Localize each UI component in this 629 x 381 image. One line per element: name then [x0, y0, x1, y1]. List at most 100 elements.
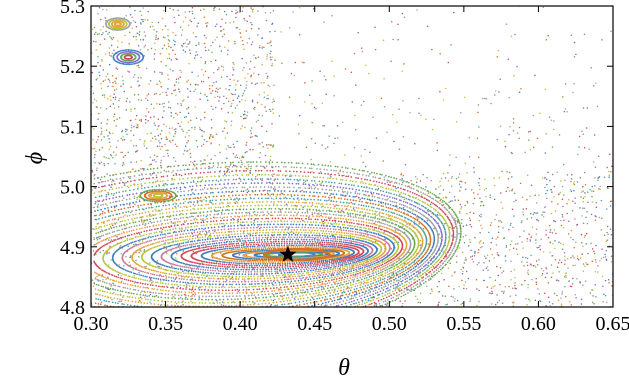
point [604, 234, 606, 236]
point [120, 245, 122, 247]
point [194, 262, 196, 264]
point [156, 31, 158, 33]
point [175, 95, 177, 97]
point [365, 292, 367, 294]
point [259, 152, 261, 154]
point [314, 246, 316, 248]
point [107, 135, 109, 137]
point [289, 261, 291, 263]
point [224, 46, 226, 48]
point [232, 74, 234, 76]
point [294, 262, 296, 264]
point [194, 126, 196, 128]
point [511, 190, 513, 192]
point [397, 39, 399, 41]
point [564, 256, 566, 258]
point [310, 261, 312, 263]
point [536, 260, 538, 262]
point [183, 49, 185, 51]
point [547, 35, 549, 37]
point [244, 248, 246, 250]
point [140, 301, 142, 303]
point [101, 128, 103, 130]
point [246, 20, 248, 22]
point [103, 26, 105, 28]
point [546, 178, 548, 180]
point [218, 265, 220, 267]
point [189, 11, 191, 13]
point [254, 267, 256, 269]
point [456, 178, 458, 180]
point [168, 155, 170, 157]
point [325, 247, 327, 249]
point [404, 300, 406, 302]
point [560, 180, 562, 182]
point [463, 236, 465, 238]
point [442, 295, 444, 297]
point [155, 36, 157, 38]
point [398, 108, 400, 110]
point [435, 196, 437, 198]
point [139, 139, 141, 141]
point [565, 108, 567, 110]
point [562, 186, 564, 188]
point [247, 164, 249, 166]
point [339, 259, 341, 261]
point [238, 245, 240, 247]
point [181, 175, 183, 177]
point [203, 229, 205, 231]
point [167, 29, 169, 31]
point [264, 265, 266, 267]
point [128, 43, 130, 45]
point [253, 244, 255, 246]
point [100, 19, 102, 21]
point [376, 137, 378, 139]
point [248, 244, 250, 246]
point [109, 36, 111, 38]
point [581, 191, 583, 193]
point [219, 45, 221, 47]
point [96, 106, 98, 108]
point [472, 255, 474, 257]
point [109, 79, 111, 81]
point [606, 250, 608, 252]
point [106, 204, 108, 206]
point [185, 16, 187, 18]
point [330, 249, 332, 251]
point [96, 276, 98, 278]
point [495, 90, 497, 92]
point [186, 81, 188, 83]
point [108, 148, 110, 150]
point [200, 263, 202, 265]
point [272, 63, 274, 64]
point [403, 207, 405, 209]
point [263, 260, 265, 262]
point [124, 214, 126, 216]
point [304, 263, 306, 265]
point [134, 94, 136, 96]
point [466, 213, 468, 215]
point [158, 22, 160, 24]
point [125, 256, 127, 258]
point [182, 250, 184, 252]
point [154, 136, 156, 138]
point [139, 199, 141, 201]
point [219, 247, 221, 249]
point [299, 246, 301, 248]
point [227, 262, 229, 264]
point [162, 29, 164, 31]
point [119, 117, 121, 119]
point [264, 96, 266, 98]
point [414, 220, 416, 222]
point [389, 181, 391, 183]
point [270, 53, 272, 55]
point [154, 58, 156, 60]
point [601, 248, 603, 250]
point [203, 8, 205, 10]
point [535, 242, 537, 244]
point [253, 260, 255, 262]
point [537, 288, 539, 290]
point [509, 126, 511, 128]
point [181, 121, 183, 123]
point [484, 98, 486, 100]
